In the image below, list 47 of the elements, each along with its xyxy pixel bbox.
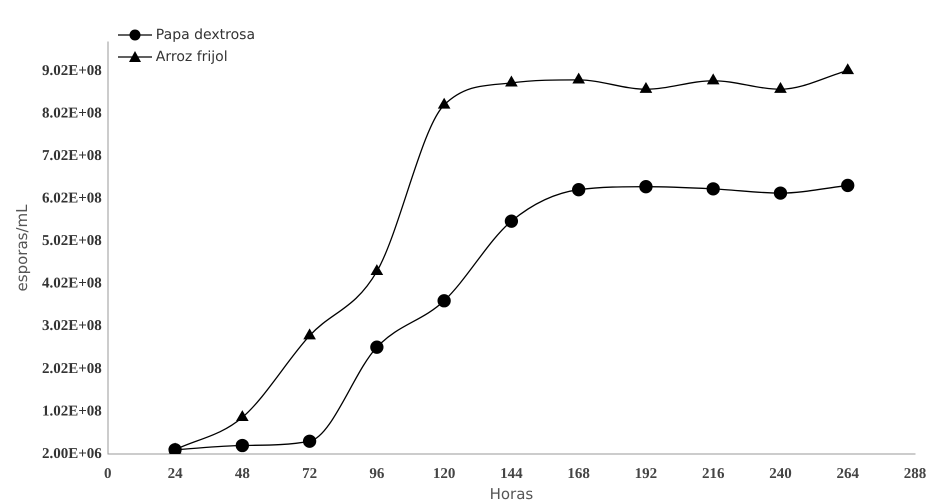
- point: [842, 64, 854, 74]
- point: [774, 82, 786, 93]
- point: [841, 178, 854, 192]
- point: [371, 264, 383, 276]
- y-tick-label: 5.02E+08: [42, 233, 102, 250]
- y-tick-label: 9.02E+08: [42, 62, 102, 79]
- legend-label: Papa dextrosa: [156, 27, 256, 43]
- point: [572, 183, 586, 196]
- point: [774, 186, 788, 200]
- point: [504, 214, 518, 228]
- x-tick-label: 264: [836, 466, 860, 482]
- x-tick-label: 168: [567, 466, 590, 482]
- x-tick-label: 288: [904, 466, 926, 482]
- x-axis-title: Horas: [490, 484, 534, 503]
- y-tick-label: 3.02E+08: [42, 318, 102, 334]
- x-tick-label: 216: [702, 466, 725, 482]
- point: [236, 410, 248, 422]
- x-tick-label: 144: [500, 466, 524, 482]
- x-tick-label: 120: [432, 466, 456, 482]
- x-tick-label: 240: [769, 466, 792, 482]
- point: [236, 438, 249, 452]
- point: [438, 98, 450, 109]
- point: [706, 182, 720, 196]
- point: [639, 180, 653, 194]
- x-tick-label: 192: [634, 466, 658, 482]
- y-axis-title: esporas/mL: [12, 204, 31, 292]
- y-tick-label: 8.02E+08: [42, 105, 102, 122]
- y-tick-label: 2.02E+08: [42, 360, 102, 377]
- x-tick-label: 0: [104, 466, 112, 482]
- y-tick-label: 6.02E+08: [42, 190, 102, 207]
- legend-label: Arroz frijol: [156, 49, 228, 65]
- point: [304, 329, 316, 340]
- point: [707, 74, 720, 84]
- y-tick-label: 2.00E+06: [42, 446, 102, 462]
- x-tick-label: 24: [168, 466, 184, 482]
- y-tick-label: 1.02E+08: [42, 403, 102, 420]
- point: [640, 82, 652, 93]
- point: [506, 76, 518, 87]
- point: [302, 434, 316, 448]
- x-tick-label: 96: [369, 466, 385, 482]
- y-tick-label: 4.02E+08: [42, 276, 102, 292]
- x-tick-label: 48: [234, 466, 250, 482]
- point: [572, 73, 585, 84]
- y-tick-label: 7.02E+08: [42, 148, 102, 164]
- point: [437, 294, 451, 308]
- point: [370, 340, 384, 354]
- x-tick-label: 72: [302, 466, 318, 482]
